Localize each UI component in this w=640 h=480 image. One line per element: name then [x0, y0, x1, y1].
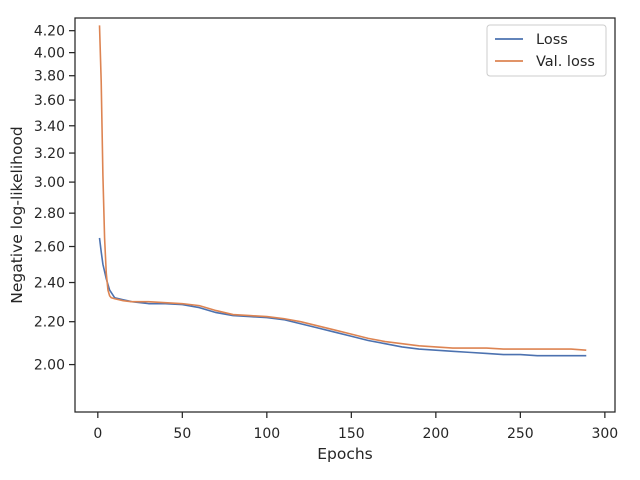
y-tick-label: 4.20 — [34, 24, 65, 40]
x-tick-label: 50 — [173, 426, 191, 442]
y-axis: 2.00 2.20 2.40 2.60 2.80 3.00 3.20 3.40 3.60 3.80… — [34, 24, 75, 374]
y-tick-label: 2.40 — [34, 276, 65, 292]
series-line-1 — [98, 237, 587, 357]
y-tick-label: 3.80 — [34, 69, 65, 85]
y-tick-label: 3.00 — [34, 175, 65, 191]
plot-lines — [98, 25, 587, 357]
y-tick-label: 3.20 — [34, 146, 65, 162]
x-axis: 0 50 100 150 200 250 300 — [93, 412, 618, 442]
legend: Loss Val. loss — [486, 24, 607, 77]
y-axis-label: Negative log-likelihood — [8, 126, 26, 304]
x-axis-label: Epochs — [317, 445, 373, 463]
y-tick-label: 2.00 — [34, 358, 65, 374]
legend-box — [486, 24, 607, 77]
x-tick-label: 150 — [338, 426, 365, 442]
y-tick-label: 2.60 — [34, 240, 65, 256]
y-tick-label: 3.60 — [34, 93, 65, 109]
x-tick-label: 200 — [422, 426, 449, 442]
legend-label: Loss — [536, 32, 568, 48]
plot-frame — [74, 17, 616, 413]
x-tick-label: 0 — [93, 426, 102, 442]
x-tick-label: 100 — [253, 426, 280, 442]
x-tick-label: 300 — [591, 426, 618, 442]
y-tick-label: 2.80 — [34, 206, 65, 222]
x-tick-label: 250 — [507, 426, 534, 442]
legend-label: Val. loss — [536, 54, 595, 70]
y-tick-label: 3.40 — [34, 119, 65, 135]
y-tick-label: 4.00 — [34, 46, 65, 62]
series-line-2 — [98, 25, 587, 351]
y-tick-label: 2.20 — [34, 315, 65, 331]
